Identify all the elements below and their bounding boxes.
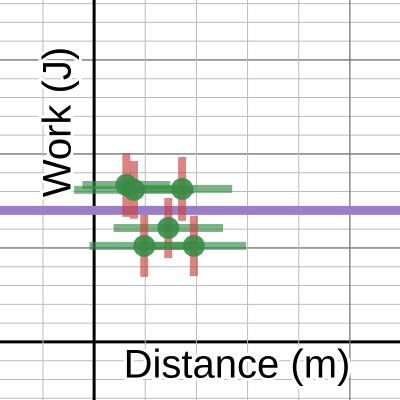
data-point [157, 217, 180, 240]
data-point [182, 234, 205, 257]
y-axis-label: Work (J) [36, 47, 80, 197]
data-point [171, 177, 194, 200]
x-axis-label: Distance (m) [124, 343, 351, 387]
plot-area [0, 153, 400, 277]
data-point [123, 178, 146, 201]
data-point [133, 234, 156, 257]
